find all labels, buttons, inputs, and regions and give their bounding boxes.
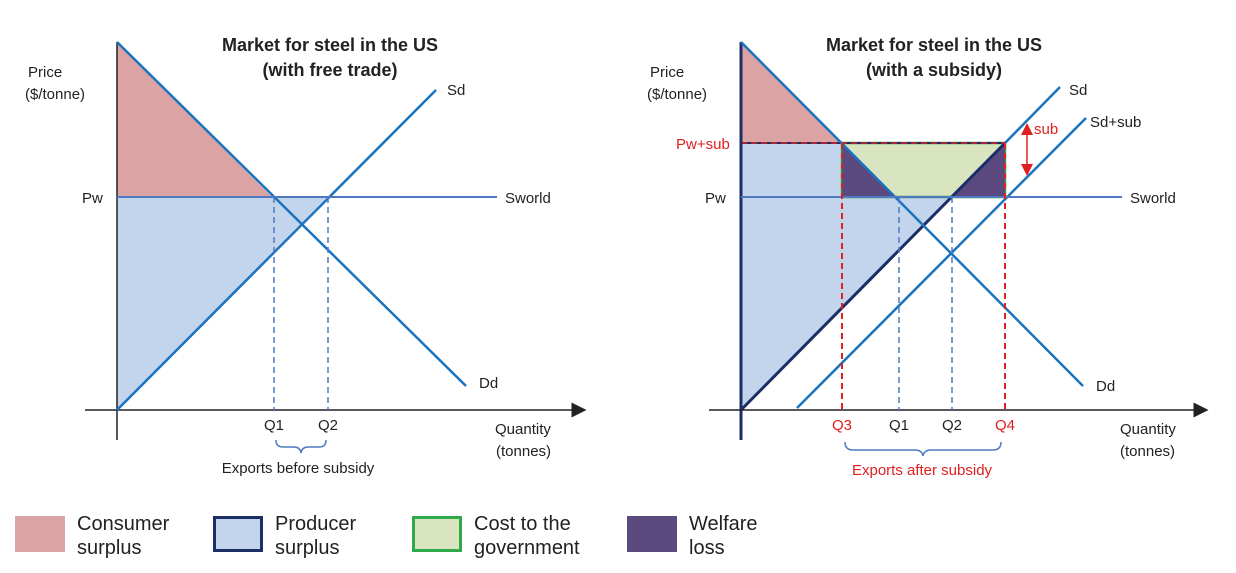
right-title-line2: (with a subsidy) bbox=[866, 60, 1002, 80]
left-diagram: Market for steel in the US (with free tr… bbox=[25, 35, 587, 477]
right-subsidised-supply-curve bbox=[796, 117, 1087, 409]
producer-surplus-swatch bbox=[213, 516, 263, 552]
left-q1-label: Q1 bbox=[264, 417, 284, 434]
left-q2-label: Q2 bbox=[318, 417, 338, 434]
right-y-label-line1: Price bbox=[650, 64, 684, 81]
right-q4-label: Q4 bbox=[995, 417, 1015, 434]
left-sd-label: Sd bbox=[447, 82, 465, 99]
right-dd-label: Dd bbox=[1096, 378, 1115, 395]
left-supply-curve bbox=[116, 89, 437, 411]
cost-to-government-swatch bbox=[412, 516, 462, 552]
legend-welfare-loss: Welfare loss bbox=[627, 512, 779, 560]
right-q1-label: Q1 bbox=[889, 417, 909, 434]
legend-consumer-surplus: Consumer surplus bbox=[15, 512, 197, 560]
right-diagram: Market for steel in the US (with a subsi… bbox=[647, 35, 1209, 479]
left-exports-label: Exports before subsidy bbox=[222, 460, 375, 477]
right-q3-label: Q3 bbox=[832, 417, 852, 434]
right-sub-label: sub bbox=[1034, 121, 1058, 138]
legend: Consumer surplus Producer surplus Cost t… bbox=[0, 510, 1236, 570]
legend-producer-surplus-label: Producer surplus bbox=[275, 513, 357, 559]
left-sworld-label: Sworld bbox=[505, 190, 551, 207]
right-pw-label: Pw bbox=[705, 190, 726, 207]
left-pw-label: Pw bbox=[82, 190, 103, 207]
left-title-line1: Market for steel in the US bbox=[222, 35, 438, 55]
legend-consumer-surplus-label: Consumer surplus bbox=[77, 513, 170, 559]
left-dd-label: Dd bbox=[479, 375, 498, 392]
left-y-label-line1: Price bbox=[28, 64, 62, 81]
right-sd-label: Sd bbox=[1069, 82, 1087, 99]
right-y-label-line2: ($/tonne) bbox=[647, 86, 707, 103]
left-exports-bracket bbox=[275, 439, 327, 454]
left-x-label-line1: Quantity bbox=[495, 421, 551, 438]
right-pw-sub-label: Pw+sub bbox=[676, 136, 730, 153]
right-producer-diagonal-border bbox=[739, 141, 1007, 412]
right-supply-curve bbox=[1004, 86, 1061, 144]
legend-cost-to-government-label: Cost to the government bbox=[474, 513, 580, 559]
legend-welfare-loss-label: Welfare loss bbox=[689, 513, 758, 559]
right-x-label-line2: (tonnes) bbox=[1120, 443, 1175, 460]
right-sworld-label: Sworld bbox=[1130, 190, 1176, 207]
legend-producer-surplus: Producer surplus bbox=[213, 512, 385, 560]
welfare-loss-swatch bbox=[627, 516, 677, 552]
right-exports-bracket bbox=[844, 441, 1002, 457]
right-demand-curve bbox=[740, 41, 1084, 387]
left-y-label-line2: ($/tonne) bbox=[25, 86, 85, 103]
left-title-line2: (with free trade) bbox=[262, 60, 397, 80]
right-x-label-line1: Quantity bbox=[1120, 421, 1176, 438]
right-sd-sub-label: Sd+sub bbox=[1090, 114, 1141, 131]
consumer-surplus-swatch bbox=[15, 516, 65, 552]
right-exports-label: Exports after subsidy bbox=[852, 462, 993, 479]
left-x-label-line2: (tonnes) bbox=[496, 443, 551, 460]
right-q2-label: Q2 bbox=[942, 417, 962, 434]
left-demand-curve bbox=[116, 41, 467, 387]
legend-cost-to-government: Cost to the government bbox=[412, 512, 604, 560]
right-title-line1: Market for steel in the US bbox=[826, 35, 1042, 55]
